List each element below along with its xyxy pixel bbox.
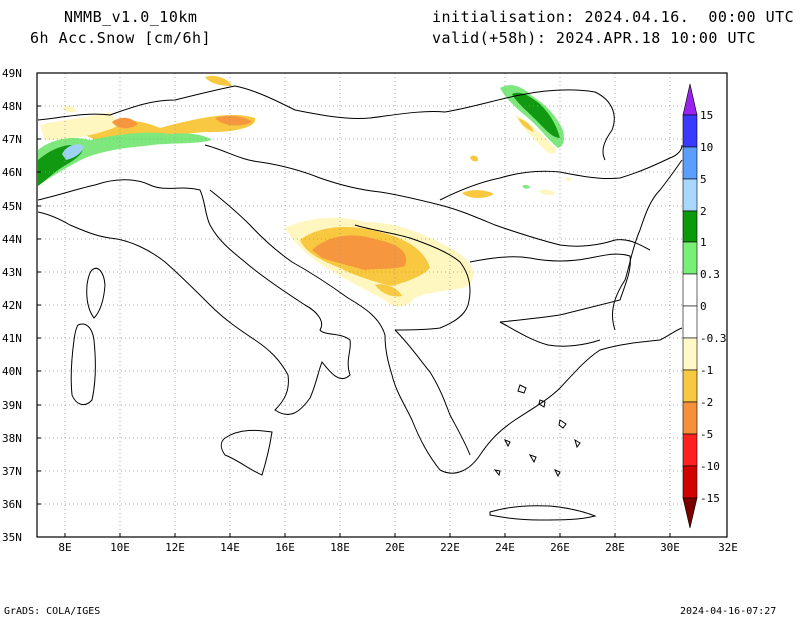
- snow-fields: [38, 76, 572, 307]
- austria-hungary: [204, 144, 651, 251]
- romania-borders: [439, 144, 683, 201]
- islands: [493, 384, 581, 478]
- lon-label: 18E: [330, 541, 350, 554]
- colorbar-label: 1: [700, 236, 707, 249]
- render-timestamp: 2024-04-16-07:27: [680, 606, 777, 617]
- axis-ticks: [37, 72, 671, 537]
- lat-label: 39N: [2, 399, 22, 412]
- lat-label: 35N: [2, 531, 22, 544]
- sardinia: [70, 323, 96, 406]
- colorbar-label: -5: [700, 428, 714, 441]
- italy-coast: [37, 179, 351, 415]
- snow-orange-alps: [112, 117, 138, 129]
- snow-yellow-carp: [518, 118, 534, 132]
- cb-0-03: [682, 273, 698, 307]
- lat-label: 44N: [2, 233, 22, 246]
- lat-label: 40N: [2, 365, 22, 378]
- bulgaria-borders: [469, 253, 631, 323]
- colorbar-label: -0.3: [700, 332, 727, 345]
- lat-label: 49N: [2, 67, 22, 80]
- greece-borders: [394, 329, 471, 456]
- snow-lightgreen-carp: [500, 85, 565, 148]
- corsica: [86, 267, 106, 319]
- cb-03-1: [682, 241, 698, 275]
- lat-label: 43N: [2, 266, 22, 279]
- snow-yellow-top: [205, 76, 232, 86]
- lat-label: 36N: [2, 498, 22, 511]
- cb-1-2: [682, 210, 698, 243]
- colorbar-label: -15: [700, 492, 720, 505]
- field-title: 6h Acc.Snow [cm/6h]: [30, 29, 212, 47]
- lat-label: 37N: [2, 465, 22, 478]
- snow-yellow-ro2: [470, 155, 479, 162]
- snow-lightyellow-alps: [40, 112, 120, 140]
- snow-lightyellow-ro3: [565, 177, 572, 182]
- colorbar-label: -10: [700, 460, 720, 473]
- lon-label: 16E: [275, 541, 295, 554]
- lon-label: 22E: [440, 541, 460, 554]
- colorbar-label: 5: [700, 173, 707, 186]
- lon-label: 32E: [718, 541, 738, 554]
- colorbar-label: 15: [700, 109, 714, 122]
- colorbar-label: 10: [700, 141, 714, 154]
- lon-label: 20E: [385, 541, 405, 554]
- lon-label: 30E: [660, 541, 680, 554]
- lon-label: 8E: [58, 541, 72, 554]
- lat-label: 47N: [2, 133, 22, 146]
- cb-m1-m03: [682, 337, 698, 371]
- cb-m03-0: [682, 305, 698, 339]
- snow-yellow-ro: [462, 190, 494, 198]
- lon-label: 28E: [605, 541, 625, 554]
- cb-m2-m1: [682, 369, 698, 403]
- colorbar: [682, 83, 698, 529]
- north-borders: [37, 85, 615, 161]
- coastlines-borders: [37, 85, 683, 521]
- cb-10-15: [682, 114, 698, 148]
- colorbar-label: -1: [700, 364, 714, 377]
- sicily: [220, 429, 273, 476]
- lon-label: 10E: [110, 541, 130, 554]
- cb-5-10: [682, 146, 698, 180]
- serbia-borders: [354, 224, 471, 331]
- gridlines: [37, 73, 682, 537]
- snow-orange-balkan: [312, 235, 407, 270]
- cb-gt15: [682, 83, 698, 116]
- cb-m5-m2: [682, 401, 698, 435]
- valid-time: valid(+58h): 2024.APR.18 10:00 UTC: [432, 29, 757, 47]
- snow-lightgreen-ro: [522, 184, 530, 189]
- cb-m10-m5: [682, 433, 698, 467]
- colorbar-label: 2: [700, 205, 707, 218]
- lat-label: 48N: [2, 100, 22, 113]
- crete: [489, 505, 597, 521]
- aegean-coast: [499, 321, 601, 347]
- lon-label: 14E: [220, 541, 240, 554]
- snow-blue-alps: [62, 144, 84, 160]
- black-sea-coast: [612, 159, 683, 331]
- lon-label: 26E: [550, 541, 570, 554]
- snow-lightyellow-ro: [538, 189, 556, 195]
- cb-lt-m15: [682, 497, 698, 529]
- grads-credit: GrADS: COLA/IGES: [4, 606, 101, 617]
- init-time: initialisation: 2024.04.16. 00:00 UTC: [432, 8, 795, 26]
- colorbar-label: -2: [700, 396, 714, 409]
- colorbar-label: 0: [700, 300, 707, 313]
- snow-green-carp: [512, 92, 560, 138]
- lat-label: 45N: [2, 200, 22, 213]
- snow-orange-alps2: [215, 115, 252, 126]
- lat-label: 41N: [2, 332, 22, 345]
- balkan-coast: [209, 189, 683, 474]
- colorbar-label: 0.3: [700, 268, 720, 281]
- lat-label: 42N: [2, 299, 22, 312]
- lon-label: 12E: [165, 541, 185, 554]
- lat-label: 46N: [2, 166, 22, 179]
- model-title: NMMB_v1.0_10km: [64, 8, 198, 26]
- snow-lightyellow-west: [62, 105, 76, 113]
- cb-m15-m10: [682, 465, 698, 499]
- cb-2-5: [682, 178, 698, 212]
- lat-label: 38N: [2, 432, 22, 445]
- lon-label: 24E: [495, 541, 515, 554]
